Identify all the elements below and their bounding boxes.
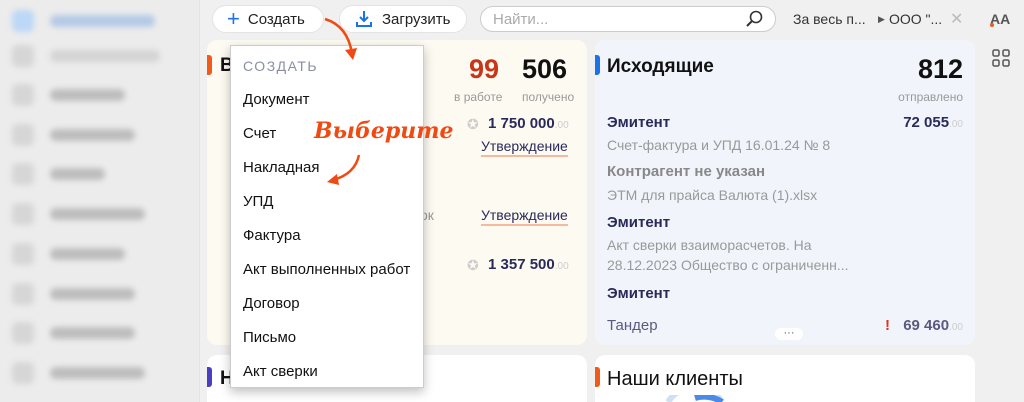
outgoing-card[interactable]: Исходящие 812 отправлено Эмитент 72 055.… [595, 40, 975, 345]
create-button[interactable]: + Создать [212, 5, 324, 33]
row-title[interactable]: Эмитент [607, 114, 671, 131]
caret-right-icon: ▶ [878, 14, 885, 24]
donut-chart [665, 395, 725, 402]
row-title[interactable]: Контрагент не указан [607, 163, 765, 180]
menu-item-upd[interactable]: УПД [243, 193, 274, 210]
download-icon [356, 11, 372, 27]
received-label: получено [522, 90, 575, 104]
notification-dot [990, 23, 994, 27]
row-subtitle: Акт сверки взаиморасчетов. На 28.12.2023… [607, 237, 849, 273]
menu-item-reconciliation[interactable]: Акт сверки [243, 363, 318, 380]
row-amount: 69 460.00 [903, 317, 963, 334]
upload-button[interactable]: Загрузить [339, 5, 467, 33]
menu-item-work-act[interactable]: Акт выполненных работ [243, 261, 411, 278]
card-title: Наши клиенты [607, 368, 743, 390]
sidebar-item[interactable] [12, 243, 125, 265]
font-size-toggle[interactable]: AA [990, 11, 1011, 27]
sidebar-item[interactable] [12, 10, 155, 32]
row-amount: 1 357 500.00 [488, 256, 569, 273]
search-input[interactable]: Найти... [480, 6, 776, 32]
row-title[interactable]: Эмитент [607, 285, 671, 302]
menu-item-invoice[interactable]: Счет [243, 125, 277, 142]
row-amount: 72 055.00 [903, 114, 963, 131]
in-work-count[interactable]: 99 [469, 54, 500, 84]
arrow-icon [327, 154, 361, 185]
create-label: Создать [247, 10, 305, 28]
row-subtitle: ЭТМ для прайса Валюта (1).xlsx [607, 187, 818, 203]
sidebar-item[interactable] [12, 203, 145, 225]
sidebar-item[interactable] [12, 124, 135, 146]
plus-icon: + [227, 6, 240, 31]
card-stripe [207, 367, 212, 387]
sidebar-item[interactable] [12, 84, 125, 106]
menu-item-waybill[interactable]: Накладная [243, 159, 320, 176]
warning-icon: ! [885, 317, 890, 334]
award-icon: ✪ [467, 116, 479, 132]
sidebar-item[interactable] [12, 362, 145, 384]
arrow-icon [324, 17, 357, 60]
menu-item-contract[interactable]: Договор [243, 295, 300, 312]
more-button[interactable]: ··· [775, 328, 803, 340]
search-icon[interactable] [745, 10, 763, 28]
received-count[interactable]: 506 [522, 54, 568, 84]
sidebar-item[interactable] [12, 163, 105, 185]
menu-item-factura[interactable]: Фактура [243, 227, 301, 244]
sent-count[interactable]: 812 [917, 54, 963, 84]
sent-label: отправлено [898, 90, 963, 104]
grid-icon[interactable] [992, 49, 1010, 67]
card-stripe [207, 55, 212, 75]
row-subtitle: Тандер [607, 317, 658, 334]
row-amount: 1 750 000.00 [488, 115, 569, 132]
search-placeholder: Найти... [493, 10, 549, 28]
status-badge[interactable]: Утверждение [481, 138, 568, 157]
status-badge[interactable]: Утверждение [481, 207, 568, 226]
menu-item-document[interactable]: Документ [243, 91, 310, 108]
sidebar-item[interactable] [12, 322, 135, 344]
row-title[interactable]: Эмитент [607, 214, 671, 231]
menu-item-letter[interactable]: Письмо [243, 329, 297, 346]
upload-label: Загрузить [382, 10, 451, 28]
close-icon[interactable]: ✕ [950, 11, 964, 28]
card-stripe [595, 367, 600, 387]
card-stripe [595, 55, 600, 75]
sidebar-item[interactable] [12, 45, 160, 67]
sidebar [0, 0, 200, 402]
card-title: Исходящие [607, 56, 714, 77]
annotation-label: Выберите [314, 118, 454, 144]
in-work-label: в работе [454, 90, 503, 104]
create-menu: СОЗДАТЬ Документ Счет Накладная УПД Факт… [230, 45, 424, 388]
menu-header: СОЗДАТЬ [243, 58, 319, 74]
award-icon: ✪ [467, 257, 479, 273]
row-subtitle: Счет-фактура и УПД 16.01.24 № 8 [607, 137, 831, 153]
org-filter[interactable]: ООО "... [889, 11, 943, 27]
period-filter[interactable]: За весь п... [793, 11, 866, 27]
clients-card[interactable]: Наши клиенты [595, 355, 975, 402]
sidebar-item[interactable] [12, 283, 135, 305]
